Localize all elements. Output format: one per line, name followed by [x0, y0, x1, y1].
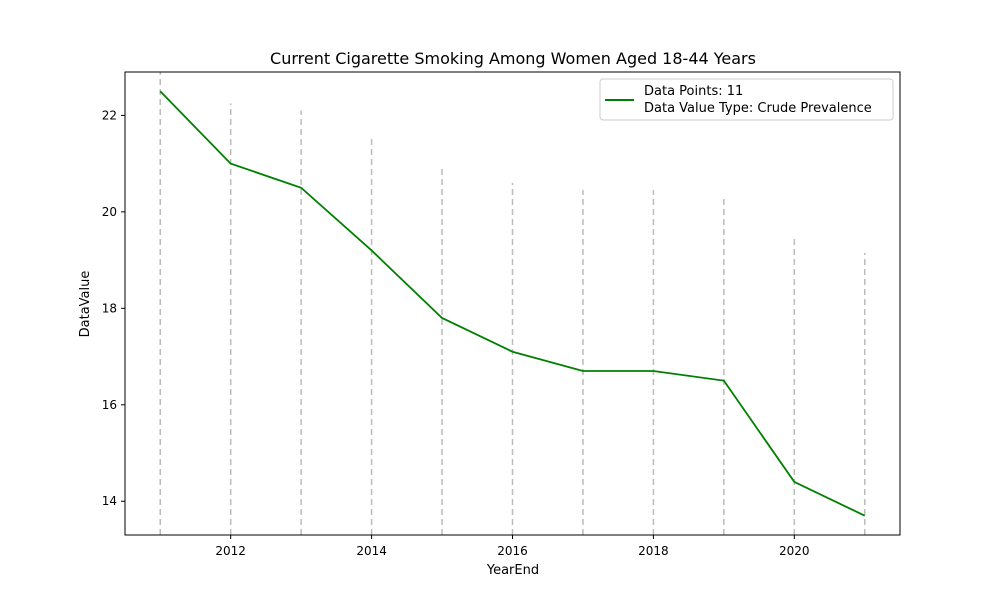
chart-title: Current Cigarette Smoking Among Women Ag… — [270, 49, 756, 68]
y-tick-label: 16 — [102, 398, 117, 412]
x-tick-label: 2020 — [779, 544, 810, 558]
y-tick-label: 14 — [102, 494, 117, 508]
y-axis-label: DataValue — [78, 271, 93, 338]
legend-entry-count: Data Points: 11 — [644, 84, 743, 99]
x-axis-label: YearEnd — [486, 563, 539, 578]
x-tick-label: 2016 — [497, 544, 528, 558]
drop-lines — [159, 72, 866, 535]
x-axis-ticks: 2012 2014 2016 2018 2020 — [215, 535, 810, 558]
legend-entry-type: Data Value Type: Crude Prevalence — [644, 101, 872, 116]
y-axis-ticks: 14 16 18 20 22 — [102, 108, 125, 508]
y-tick-label: 22 — [102, 108, 117, 122]
x-tick-label: 2014 — [356, 544, 387, 558]
series-group — [159, 90, 866, 517]
y-tick-label: 20 — [102, 205, 117, 219]
x-tick-label: 2012 — [215, 544, 246, 558]
y-tick-label: 18 — [102, 301, 117, 315]
plot-frame — [124, 71, 901, 536]
legend-box — [599, 78, 894, 121]
series-line — [159, 90, 866, 517]
legend: Data Points: 11 Data Value Type: Crude P… — [599, 78, 894, 121]
x-tick-label: 2018 — [638, 544, 669, 558]
